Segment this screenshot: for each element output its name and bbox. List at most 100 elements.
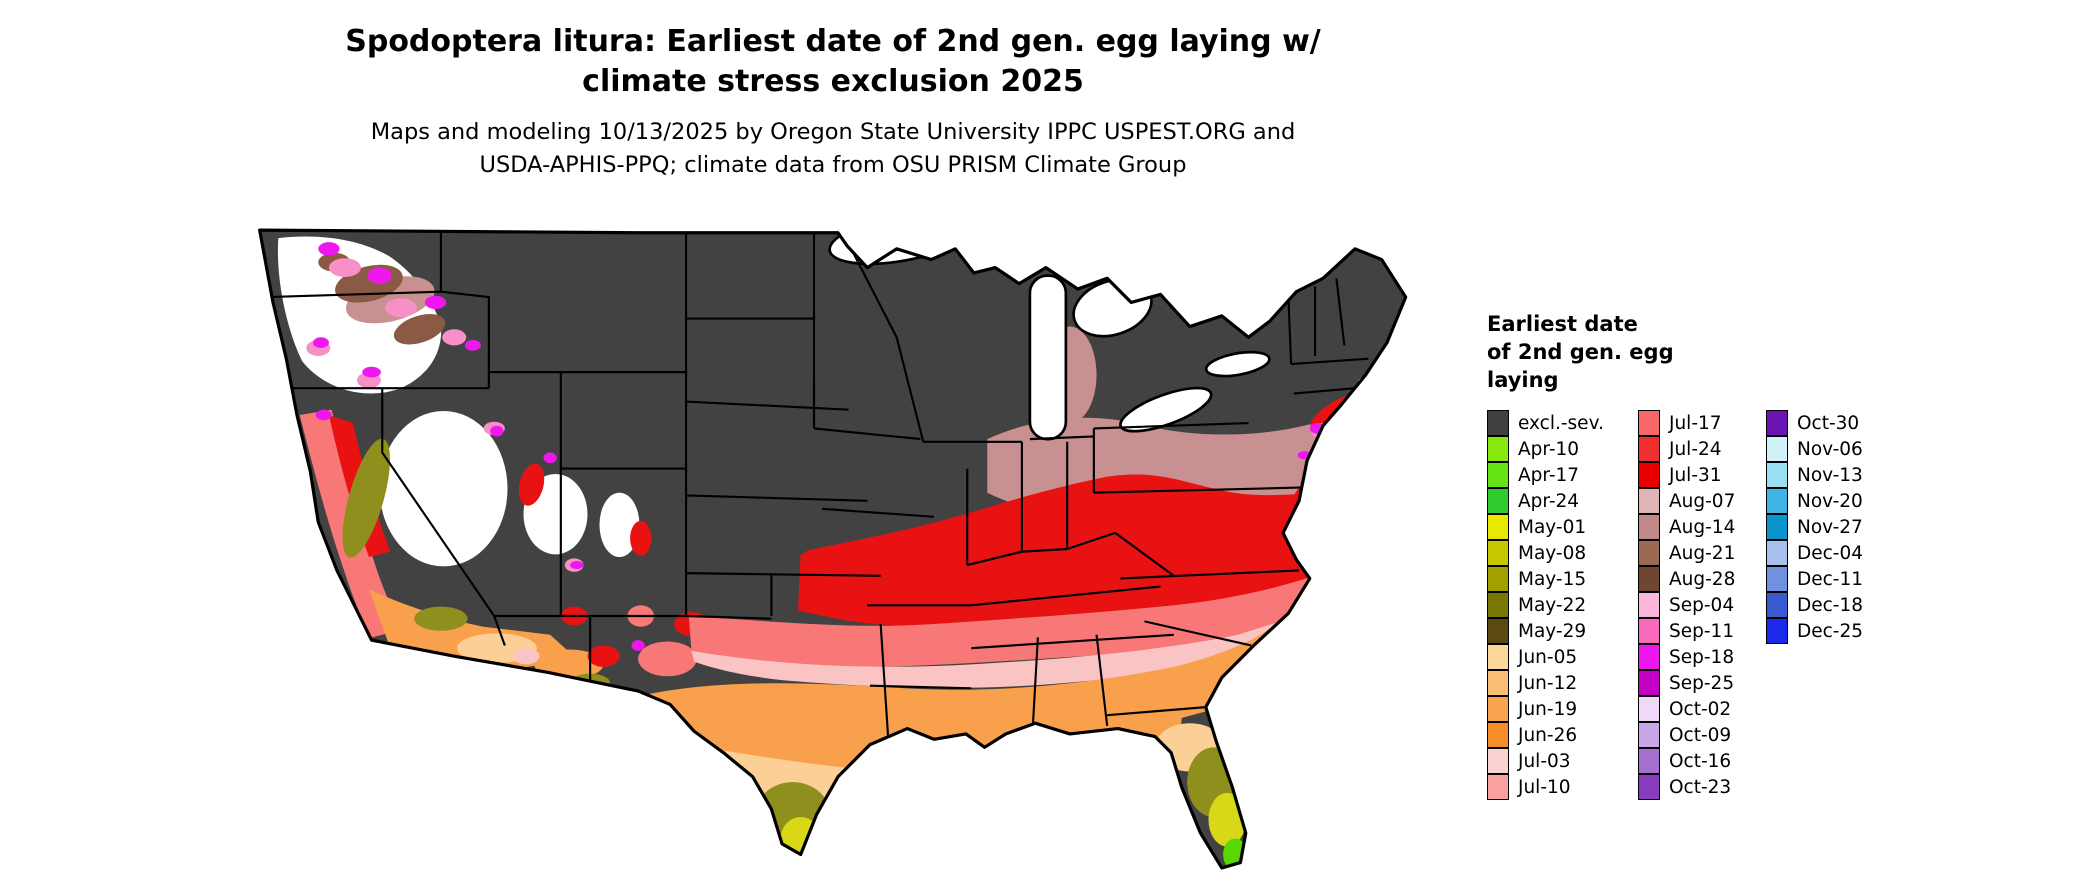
legend-label: Sep-25: [1669, 672, 1735, 694]
legend-item: Jul-17: [1638, 410, 1766, 436]
legend-item: Apr-24: [1487, 488, 1638, 514]
legend-swatch: [1487, 540, 1509, 566]
legend-swatch: [1487, 696, 1509, 722]
legend-swatch: [1487, 488, 1509, 514]
legend-swatch: [1487, 592, 1509, 618]
legend-label: Aug-07: [1669, 490, 1736, 512]
legend-swatch: [1638, 748, 1660, 774]
legend-item: Nov-06: [1766, 436, 1906, 462]
legend-swatch: [1766, 540, 1788, 566]
legend-label: Nov-13: [1797, 464, 1863, 486]
legend-label: Jul-17: [1669, 412, 1722, 434]
legend-label: Aug-21: [1669, 542, 1736, 564]
legend-item: Jun-12: [1487, 670, 1638, 696]
legend-label: Jul-31: [1669, 464, 1722, 486]
legend-label: Nov-06: [1797, 438, 1863, 460]
legend-label: Oct-09: [1669, 724, 1732, 746]
legend-swatch: [1487, 462, 1509, 488]
subtitle-line2: USDA-APHIS-PPQ; climate data from OSU PR…: [479, 152, 1187, 178]
legend-label: Aug-14: [1669, 516, 1736, 538]
legend-item: Dec-11: [1766, 566, 1906, 592]
page-title-line1: Spodoptera litura: Earliest date of 2nd …: [345, 24, 1321, 59]
legend-label: Jul-24: [1669, 438, 1722, 460]
us-map-svg: [258, 228, 1408, 870]
legend-item: Sep-18: [1638, 644, 1766, 670]
legend-column-1: excl.-sev. Apr-10 Apr-17 Apr-24 May-01 May-08…: [1487, 410, 1638, 800]
legend-swatch: [1638, 436, 1660, 462]
legend-swatch: [1487, 436, 1509, 462]
legend-label: Jun-05: [1518, 646, 1578, 668]
legend-swatch: [1487, 722, 1509, 748]
legend-item: Nov-20: [1766, 488, 1906, 514]
legend-label: Jun-19: [1518, 698, 1578, 720]
legend-item: excl.-sev.: [1487, 410, 1638, 436]
legend-label: Apr-17: [1518, 464, 1580, 486]
legend-swatch: [1638, 592, 1660, 618]
legend-label: Dec-04: [1797, 542, 1864, 564]
legend-label: Jul-10: [1518, 776, 1571, 798]
legend-label: May-22: [1518, 594, 1587, 616]
legend-swatch: [1766, 566, 1788, 592]
legend-item: May-29: [1487, 618, 1638, 644]
legend-item: Jun-19: [1487, 696, 1638, 722]
legend-item: May-15: [1487, 566, 1638, 592]
legend-label: Jul-03: [1518, 750, 1571, 772]
legend-column-2: Jul-17 Jul-24 Jul-31 Aug-07 Aug-14 Aug-21 Aug-…: [1638, 410, 1766, 800]
legend-label: Jun-12: [1518, 672, 1578, 694]
legend-label: Dec-11: [1797, 568, 1864, 590]
legend-item: Oct-09: [1638, 722, 1766, 748]
legend-label: Nov-27: [1797, 516, 1863, 538]
legend-swatch: [1638, 774, 1660, 800]
legend-item: Dec-04: [1766, 540, 1906, 566]
legend-swatch: [1638, 618, 1660, 644]
legend-swatch: [1487, 774, 1509, 800]
legend-item: May-01: [1487, 514, 1638, 540]
legend-column-3: Oct-30 Nov-06 Nov-13 Nov-20 Nov-27 Dec-04 Dec-…: [1766, 410, 1906, 800]
legend-item: Jul-31: [1638, 462, 1766, 488]
legend-item: Oct-02: [1638, 696, 1766, 722]
legend-item: Aug-28: [1638, 566, 1766, 592]
legend-label: Oct-02: [1669, 698, 1732, 720]
legend-swatch: [1638, 644, 1660, 670]
legend-item: Dec-25: [1766, 618, 1906, 644]
state-borders: [267, 232, 1369, 745]
legend-label: Apr-24: [1518, 490, 1580, 512]
legend-item: Aug-14: [1638, 514, 1766, 540]
subtitle-line1: Maps and modeling 10/13/2025 by Oregon S…: [370, 119, 1296, 145]
legend-item: Jun-05: [1487, 644, 1638, 670]
legend-swatch: [1766, 462, 1788, 488]
us-map: [241, 214, 1427, 884]
legend-label: Apr-10: [1518, 438, 1580, 460]
legend-label: Dec-25: [1797, 620, 1864, 642]
legend-swatch: [1638, 410, 1660, 436]
legend-swatch: [1766, 618, 1788, 644]
legend-label: Dec-18: [1797, 594, 1864, 616]
legend-item: Sep-11: [1638, 618, 1766, 644]
legend-item: Oct-23: [1638, 774, 1766, 800]
legend-label: Nov-20: [1797, 490, 1863, 512]
legend-item: May-08: [1487, 540, 1638, 566]
legend-label: Oct-30: [1797, 412, 1860, 434]
legend-swatch: [1638, 566, 1660, 592]
legend-label: May-08: [1518, 542, 1587, 564]
legend-title-line2: of 2nd gen. egg: [1487, 340, 1674, 364]
legend-label: Sep-04: [1669, 594, 1735, 616]
legend-label: Oct-23: [1669, 776, 1732, 798]
legend-item: Apr-17: [1487, 462, 1638, 488]
legend-title-line3: laying: [1487, 368, 1559, 392]
legend-label: May-15: [1518, 568, 1587, 590]
subtitle: Maps and modeling 10/13/2025 by Oregon S…: [0, 116, 1666, 182]
legend: Earliest date of 2nd gen. egg laying exc…: [1487, 310, 1957, 800]
legend-item: Oct-30: [1766, 410, 1906, 436]
legend-item: Nov-13: [1766, 462, 1906, 488]
legend-item: Jul-10: [1487, 774, 1638, 800]
legend-swatch: [1487, 566, 1509, 592]
legend-swatch: [1487, 748, 1509, 774]
legend-swatch: [1638, 462, 1660, 488]
header: Spodoptera litura: Earliest date of 2nd …: [0, 22, 1666, 182]
legend-label: Jun-26: [1518, 724, 1578, 746]
legend-columns: excl.-sev. Apr-10 Apr-17 Apr-24 May-01 May-08…: [1487, 410, 1957, 800]
legend-swatch: [1638, 540, 1660, 566]
legend-item: Aug-07: [1638, 488, 1766, 514]
legend-item: Dec-18: [1766, 592, 1906, 618]
